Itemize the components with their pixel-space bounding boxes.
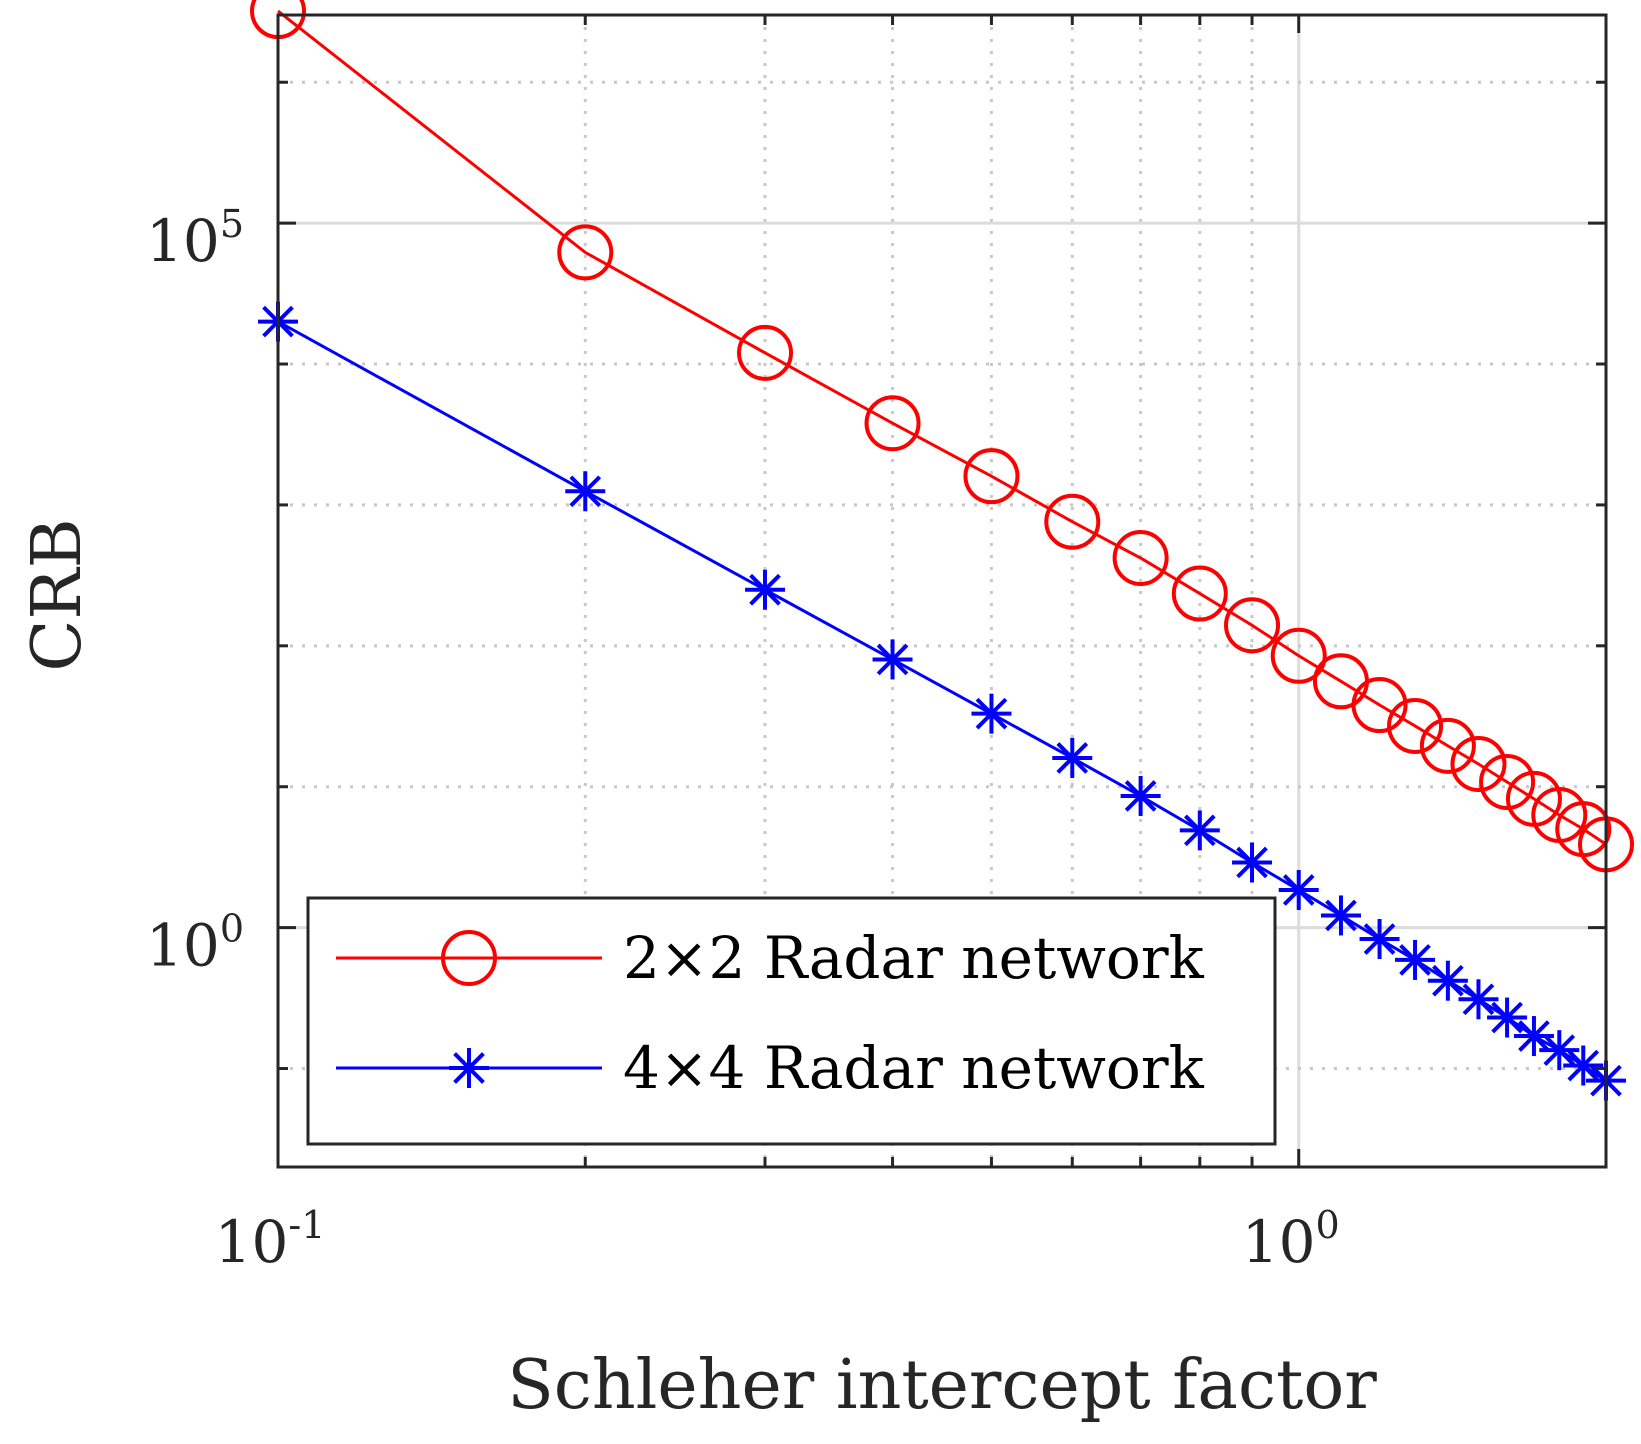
data-point-marker [1395,939,1436,980]
x-tick-label-base: 10 [1242,1208,1316,1276]
x-tick-label-base: 10 [215,1208,289,1276]
axis-ticks [276,15,1608,1167]
x-axis-label: Schleher intercept factor [507,1346,1377,1425]
data-point-marker [565,471,606,512]
legend-label: 2×2 Radar network [623,924,1205,992]
series-1 [250,0,1634,873]
data-point-marker [1270,627,1327,684]
data-point-marker [1419,717,1476,774]
data-point-marker [1427,960,1468,1001]
y-tick-label-exponent: 0 [220,907,244,951]
data-point-marker [1232,842,1273,883]
legend-label: 4×4 Radar network [623,1034,1205,1102]
data-point-marker [1052,737,1093,778]
data-point-marker [449,1048,489,1088]
data-point-marker [1458,979,1499,1020]
data-point-marker [1320,895,1361,936]
data-point-marker [1387,697,1444,754]
x-tick-label: 10-1 [215,1203,326,1276]
legend-box [306,896,1277,1146]
data-point-marker [1539,1030,1580,1071]
data-point-marker [872,639,913,680]
legend-entry-2: 4×4 Radar network [336,1034,1205,1102]
data-point-marker [745,569,786,610]
y-tick-label-exponent: 5 [220,202,244,246]
data-point-marker [1179,810,1220,851]
data-point-marker [1450,735,1507,792]
data-point-marker [1044,493,1101,550]
x-tick-label: 100 [1242,1203,1340,1276]
y-tick-label-base: 10 [146,912,220,980]
data-point-marker [864,395,921,452]
y-tick-label: 100 [146,907,244,980]
legend: 2×2 Radar network 4×4 Radar network [306,896,1277,1146]
data-point-marker [1112,530,1169,587]
data-point-marker [1171,565,1228,622]
data-point-marker [1120,775,1161,816]
y-tick-label-base: 10 [146,207,220,275]
y-axis-label: CRB [18,518,97,671]
data-point-marker [737,324,794,381]
x-tick-label-exponent: 0 [1316,1203,1340,1247]
data-point-marker [1351,677,1408,734]
x-tick-label-exponent: -1 [288,1203,325,1247]
y-tick-label: 105 [146,202,244,275]
data-point-marker [1359,919,1400,960]
data-point-marker [963,448,1020,505]
data-point-marker [971,693,1012,734]
legend-entries: 2×2 Radar network 4×4 Radar network [336,924,1205,1102]
data-point-marker [1487,997,1528,1038]
x-tick-labels: 10-1 100 [215,1203,1340,1276]
data-point-marker [1224,597,1281,654]
data-point-marker [441,930,497,986]
data-point-marker [1278,869,1319,910]
data-point-marker [1479,754,1536,811]
plot-frame [276,13,1608,1169]
legend-entry-1: 2×2 Radar network [336,924,1205,992]
data-point-marker [557,224,614,281]
data-point-marker [1563,1045,1604,1086]
